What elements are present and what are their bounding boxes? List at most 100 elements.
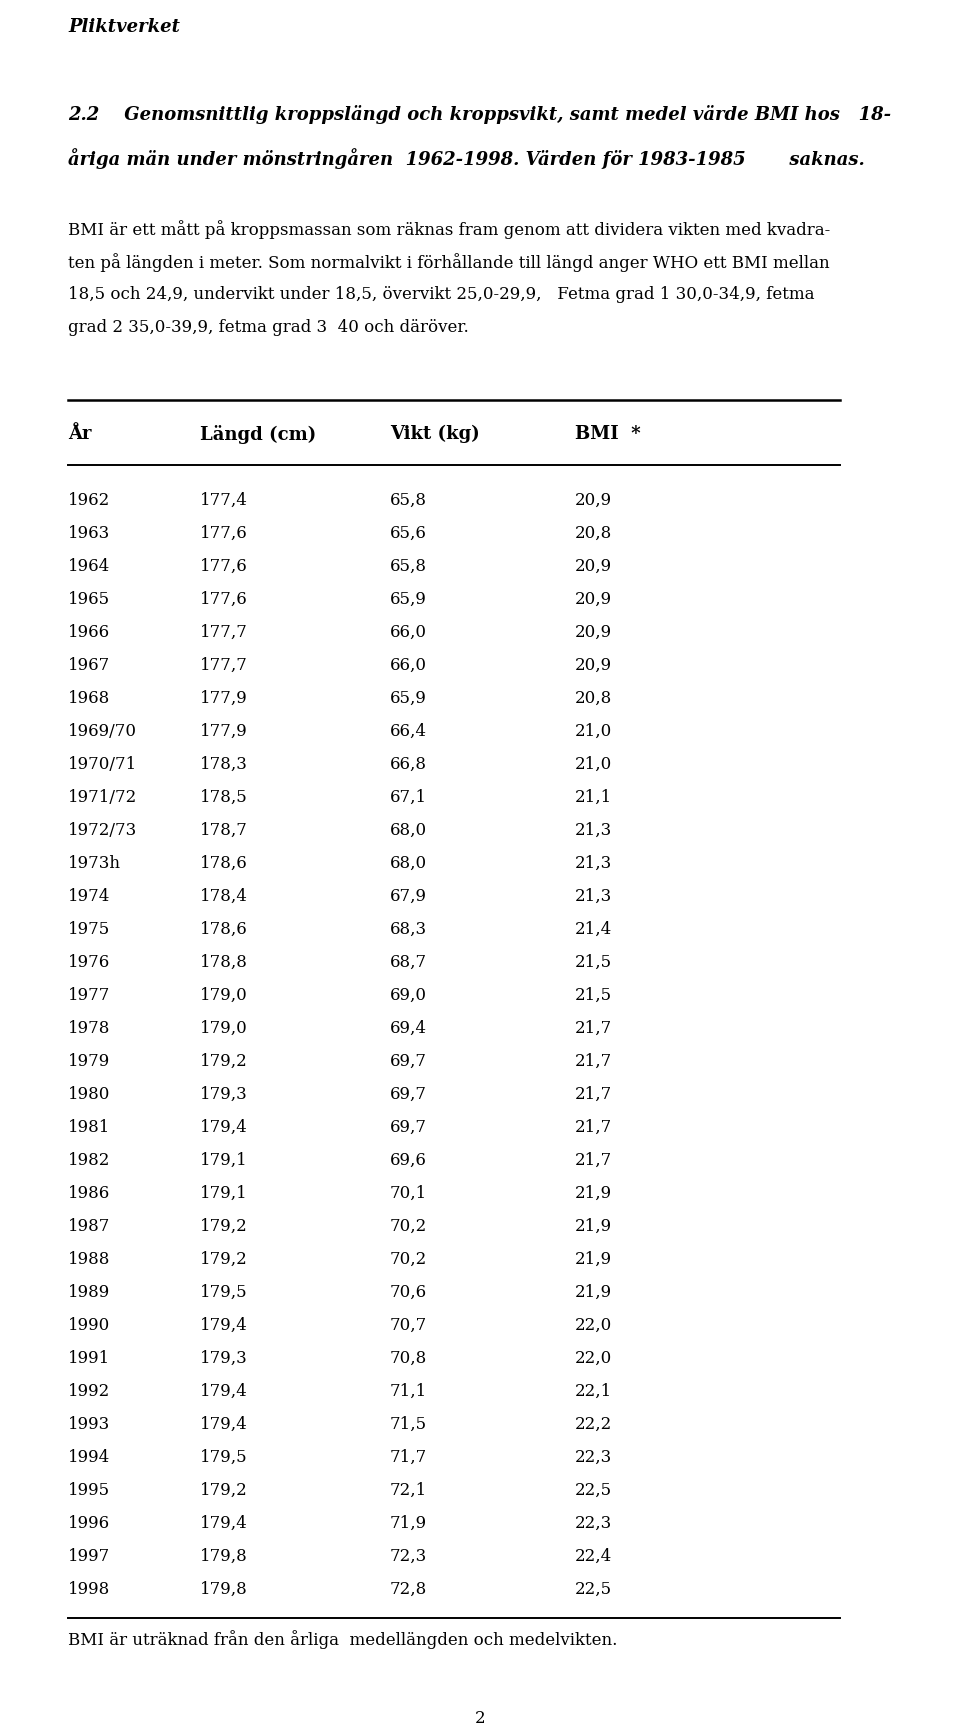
Text: 177,7: 177,7 — [200, 624, 248, 641]
Text: 22,5: 22,5 — [575, 1483, 612, 1498]
Text: 70,2: 70,2 — [390, 1251, 427, 1268]
Text: 66,0: 66,0 — [390, 624, 427, 641]
Text: 21,3: 21,3 — [575, 823, 612, 838]
Text: 179,8: 179,8 — [200, 1548, 248, 1566]
Text: 21,9: 21,9 — [575, 1218, 612, 1235]
Text: 1975: 1975 — [68, 921, 110, 939]
Text: 21,5: 21,5 — [575, 954, 612, 972]
Text: 1979: 1979 — [68, 1053, 110, 1070]
Text: 1973h: 1973h — [68, 856, 121, 871]
Text: 21,4: 21,4 — [575, 921, 612, 939]
Text: 21,7: 21,7 — [575, 1119, 612, 1136]
Text: 1980: 1980 — [68, 1086, 110, 1103]
Text: 66,0: 66,0 — [390, 656, 427, 674]
Text: 21,7: 21,7 — [575, 1086, 612, 1103]
Text: 179,1: 179,1 — [200, 1152, 248, 1169]
Text: 69,7: 69,7 — [390, 1086, 427, 1103]
Text: 178,4: 178,4 — [200, 889, 248, 906]
Text: 71,5: 71,5 — [390, 1417, 427, 1432]
Text: 68,0: 68,0 — [390, 823, 427, 838]
Text: 22,3: 22,3 — [575, 1450, 612, 1465]
Text: Vikt (kg): Vikt (kg) — [390, 424, 480, 443]
Text: 1969/70: 1969/70 — [68, 722, 137, 740]
Text: 179,4: 179,4 — [200, 1316, 248, 1334]
Text: 66,4: 66,4 — [390, 722, 427, 740]
Text: 65,8: 65,8 — [390, 558, 427, 575]
Text: 21,5: 21,5 — [575, 987, 612, 1005]
Text: 21,9: 21,9 — [575, 1251, 612, 1268]
Text: 1967: 1967 — [68, 656, 110, 674]
Text: 177,4: 177,4 — [200, 492, 248, 509]
Text: 70,8: 70,8 — [390, 1349, 427, 1367]
Text: 20,9: 20,9 — [575, 558, 612, 575]
Text: 179,0: 179,0 — [200, 1020, 248, 1037]
Text: 179,2: 179,2 — [200, 1251, 248, 1268]
Text: 1997: 1997 — [68, 1548, 110, 1566]
Text: BMI är ett mått på kroppsmassan som räknas fram genom att dividera vikten med kv: BMI är ett mått på kroppsmassan som räkn… — [68, 220, 830, 239]
Text: 20,9: 20,9 — [575, 591, 612, 608]
Text: 21,1: 21,1 — [575, 790, 612, 805]
Text: 65,9: 65,9 — [390, 689, 427, 707]
Text: 1989: 1989 — [68, 1283, 110, 1301]
Text: 178,6: 178,6 — [200, 921, 248, 939]
Text: 1998: 1998 — [68, 1581, 110, 1599]
Text: 178,5: 178,5 — [200, 790, 248, 805]
Text: 178,6: 178,6 — [200, 856, 248, 871]
Text: 68,7: 68,7 — [390, 954, 427, 972]
Text: 179,2: 179,2 — [200, 1053, 248, 1070]
Text: 1968: 1968 — [68, 689, 110, 707]
Text: 72,8: 72,8 — [390, 1581, 427, 1599]
Text: BMI är uträknad från den årliga  medellängden och medelvikten.: BMI är uträknad från den årliga medellän… — [68, 1630, 617, 1649]
Text: 70,6: 70,6 — [390, 1283, 427, 1301]
Text: 22,5: 22,5 — [575, 1581, 612, 1599]
Text: 179,0: 179,0 — [200, 987, 248, 1005]
Text: 1994: 1994 — [68, 1450, 110, 1465]
Text: 1987: 1987 — [68, 1218, 110, 1235]
Text: 179,4: 179,4 — [200, 1119, 248, 1136]
Text: 22,3: 22,3 — [575, 1516, 612, 1533]
Text: 1988: 1988 — [68, 1251, 110, 1268]
Text: 1962: 1962 — [68, 492, 110, 509]
Text: 71,9: 71,9 — [390, 1516, 427, 1533]
Text: 71,1: 71,1 — [390, 1382, 427, 1399]
Text: 1974: 1974 — [68, 889, 110, 906]
Text: 1982: 1982 — [68, 1152, 110, 1169]
Text: 179,2: 179,2 — [200, 1483, 248, 1498]
Text: 1972/73: 1972/73 — [68, 823, 137, 838]
Text: 72,3: 72,3 — [390, 1548, 427, 1566]
Text: 179,2: 179,2 — [200, 1218, 248, 1235]
Text: 1964: 1964 — [68, 558, 110, 575]
Text: 179,3: 179,3 — [200, 1349, 248, 1367]
Text: 20,9: 20,9 — [575, 492, 612, 509]
Text: 70,2: 70,2 — [390, 1218, 427, 1235]
Text: 67,1: 67,1 — [390, 790, 427, 805]
Text: 22,0: 22,0 — [575, 1316, 612, 1334]
Text: 179,4: 179,4 — [200, 1382, 248, 1399]
Text: 177,7: 177,7 — [200, 656, 248, 674]
Text: 68,0: 68,0 — [390, 856, 427, 871]
Text: 69,6: 69,6 — [390, 1152, 427, 1169]
Text: 69,4: 69,4 — [390, 1020, 427, 1037]
Text: 1963: 1963 — [68, 525, 110, 542]
Text: 179,4: 179,4 — [200, 1516, 248, 1533]
Text: 1990: 1990 — [68, 1316, 110, 1334]
Text: 179,5: 179,5 — [200, 1450, 248, 1465]
Text: 22,0: 22,0 — [575, 1349, 612, 1367]
Text: 1991: 1991 — [68, 1349, 110, 1367]
Text: 177,6: 177,6 — [200, 525, 248, 542]
Text: 67,9: 67,9 — [390, 889, 427, 906]
Text: 179,1: 179,1 — [200, 1185, 248, 1202]
Text: 177,9: 177,9 — [200, 689, 248, 707]
Text: 69,0: 69,0 — [390, 987, 427, 1005]
Text: 20,9: 20,9 — [575, 624, 612, 641]
Text: 1986: 1986 — [68, 1185, 110, 1202]
Text: 177,6: 177,6 — [200, 558, 248, 575]
Text: 66,8: 66,8 — [390, 755, 427, 772]
Text: 1981: 1981 — [68, 1119, 110, 1136]
Text: 21,9: 21,9 — [575, 1185, 612, 1202]
Text: 1978: 1978 — [68, 1020, 110, 1037]
Text: 179,4: 179,4 — [200, 1417, 248, 1432]
Text: 70,7: 70,7 — [390, 1316, 427, 1334]
Text: ten på längden i meter. Som normalvikt i förhållande till längd anger WHO ett BM: ten på längden i meter. Som normalvikt i… — [68, 253, 829, 272]
Text: 177,6: 177,6 — [200, 591, 248, 608]
